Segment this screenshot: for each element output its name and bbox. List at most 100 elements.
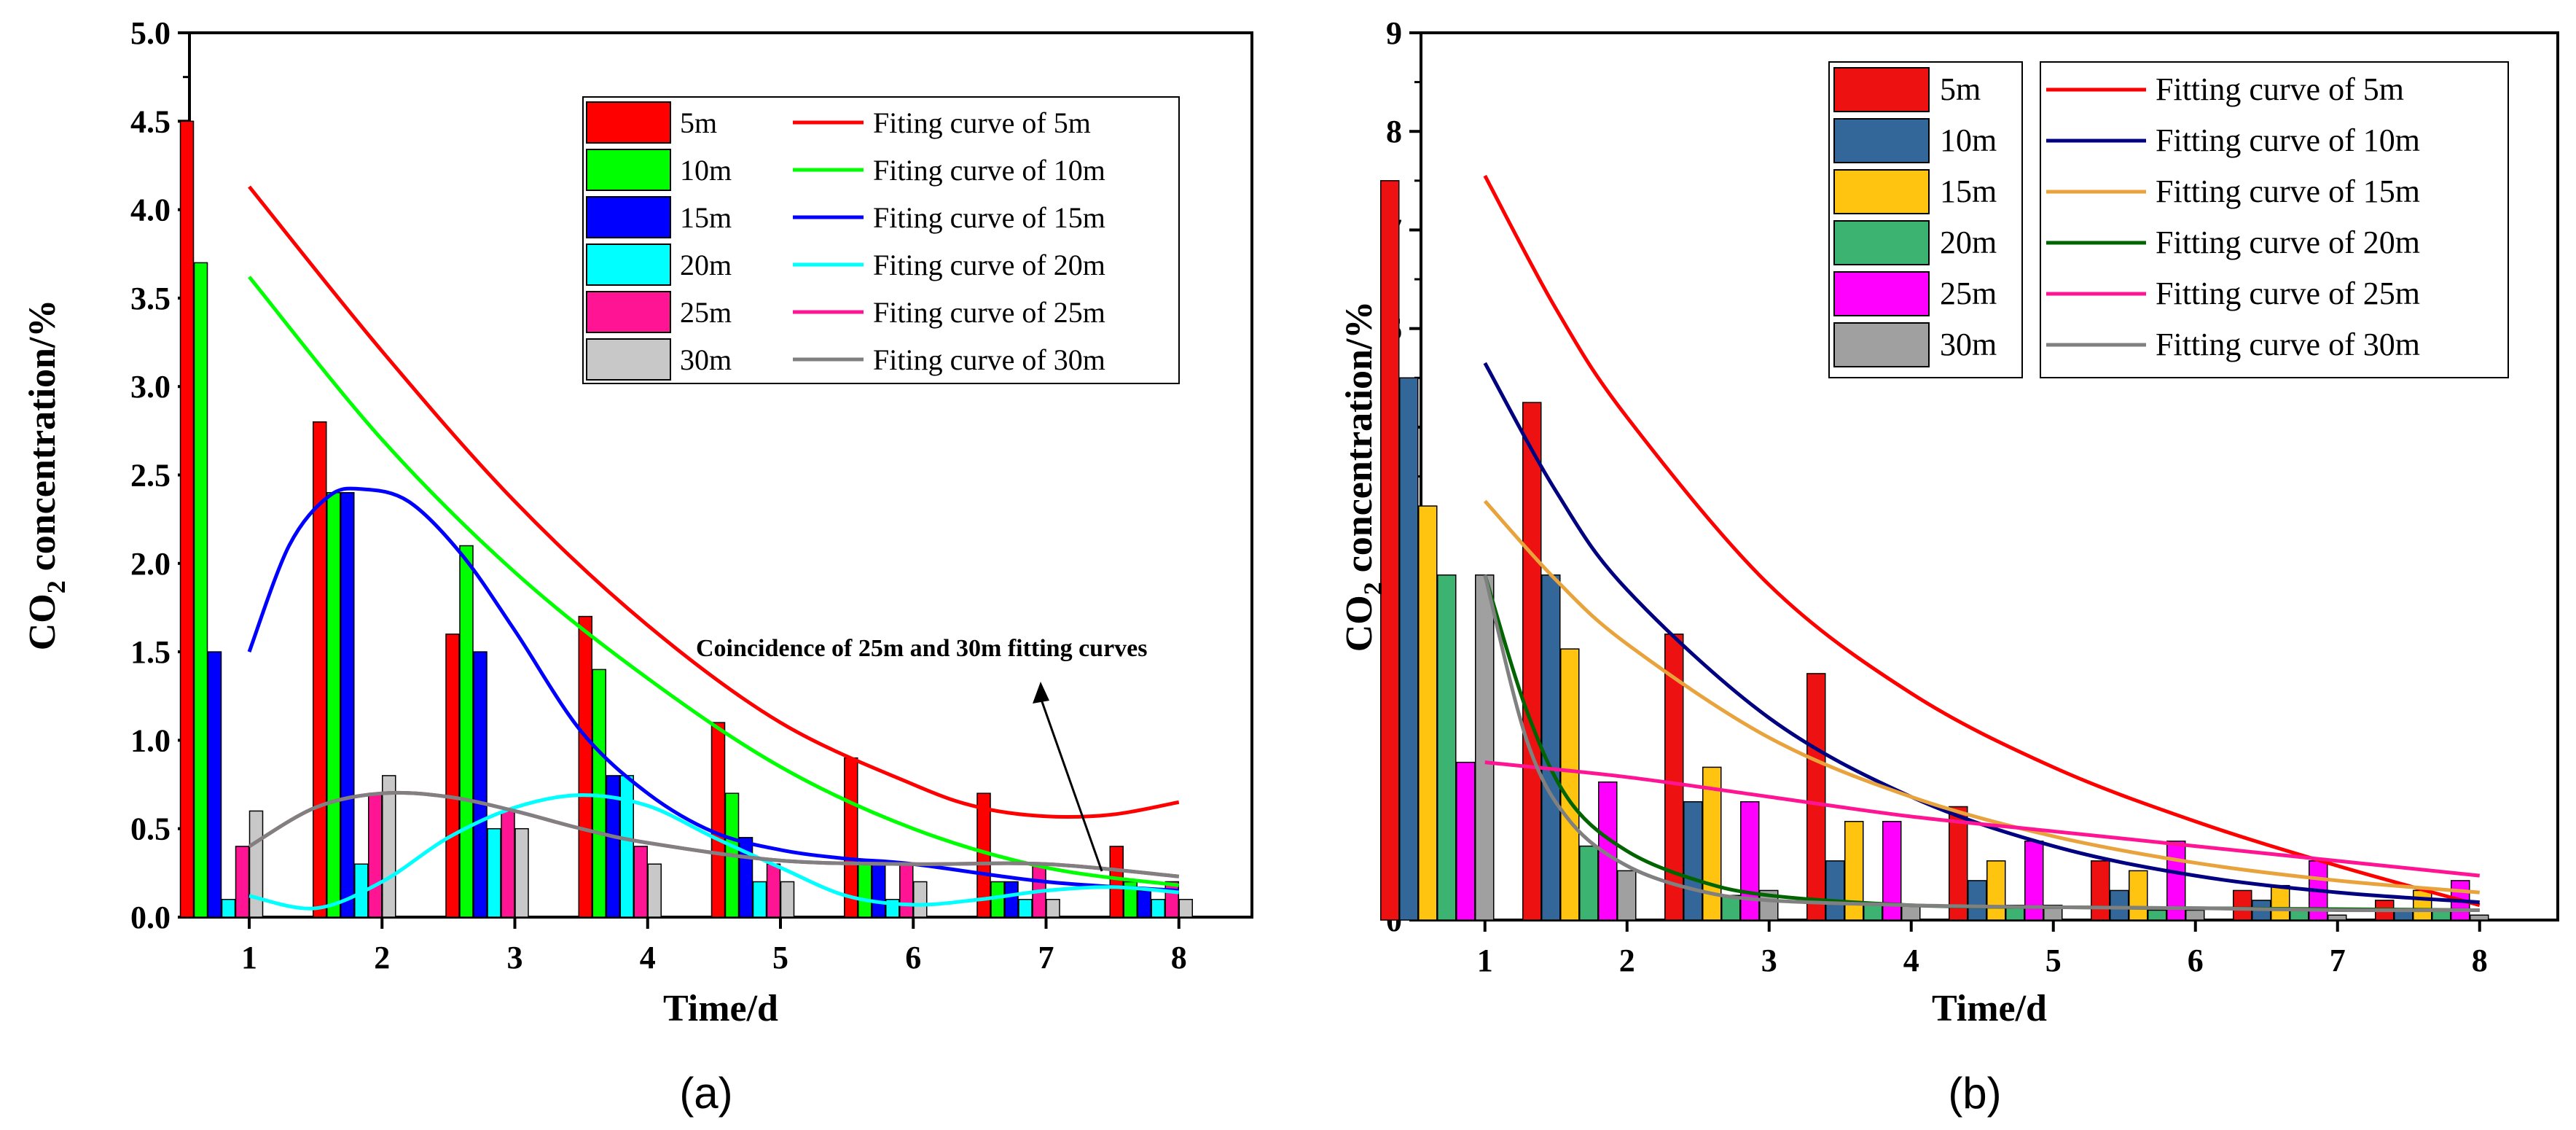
x-tick-label: 3 <box>507 940 523 975</box>
bar-25m <box>368 792 383 918</box>
bar-5m <box>179 120 195 918</box>
bar-5m <box>1806 673 1826 921</box>
bar-20m <box>1437 574 1457 921</box>
bar-30m <box>2328 914 2347 921</box>
legend-swatch <box>1833 220 1930 265</box>
bar-15m <box>1560 648 1580 921</box>
bar-30m <box>913 881 928 918</box>
bar-5m <box>1109 846 1124 918</box>
bar-30m <box>1901 904 1921 921</box>
legend-curve-label: Fitting curve of 25m <box>2156 276 2420 311</box>
curve-Fitting curve of 25m <box>1484 760 2481 878</box>
bar-20m <box>619 775 635 918</box>
y-tick-label: 2.0 <box>130 546 171 582</box>
x-tick-label: 2 <box>1619 943 1635 978</box>
legend-curve-label: Fiting curve of 5m <box>873 106 1091 139</box>
bar-20m <box>752 881 767 918</box>
y-tick-label: 0.5 <box>130 811 171 847</box>
legend-label: 20m <box>1940 225 1997 260</box>
bar-20m <box>1863 904 1883 921</box>
bar-5m <box>2233 889 2252 921</box>
x-tick-label: 2 <box>374 940 390 975</box>
bar-15m <box>1986 860 2006 921</box>
bar-25m <box>633 846 649 918</box>
y-axis-label: CO2 concentration/% <box>22 300 71 651</box>
bar-10m <box>193 262 208 918</box>
bar-15m <box>872 863 886 918</box>
legend-label: 5m <box>1940 71 1981 107</box>
bar-25m <box>501 810 515 918</box>
x-tick-label: 4 <box>640 940 656 975</box>
bar-10m <box>592 669 607 918</box>
y-tick-label: 2.5 <box>130 458 171 494</box>
bar-5m <box>844 757 858 918</box>
curve-Fitting curve of 30m <box>1483 574 2480 913</box>
bar-30m <box>382 775 396 918</box>
bar-10m <box>459 545 474 918</box>
bar-25m <box>1164 881 1180 918</box>
bar-10m <box>326 492 341 918</box>
bar-20m <box>2290 909 2309 921</box>
legend-label: 25m <box>1940 276 1997 311</box>
legend-curve-label: Fiting curve of 15m <box>873 201 1105 234</box>
bar-30m <box>647 863 662 918</box>
legend-swatch <box>586 338 671 381</box>
legend-curve-label: Fiting curve of 20m <box>873 249 1105 281</box>
legend-box <box>582 96 1180 384</box>
bar-15m <box>2271 884 2290 921</box>
bar-25m <box>766 863 781 918</box>
y-tick-label: 5.0 <box>130 15 171 51</box>
bar-20m <box>1018 898 1033 918</box>
legend-curve-label: Fitting curve of 30m <box>2156 327 2420 362</box>
bar-30m <box>514 827 529 918</box>
bar-5m <box>1949 806 1968 921</box>
panel-label: (b) <box>1948 1069 2001 1118</box>
legend-curve-label: Fiting curve of 10m <box>873 154 1105 187</box>
legend-curve-label: Fiting curve of 25m <box>873 296 1105 329</box>
x-tick-label: 5 <box>772 940 788 975</box>
bar-20m <box>1151 898 1166 918</box>
x-tick-label: 3 <box>1761 943 1777 978</box>
curve-Fiting curve of 5m <box>248 185 1180 819</box>
curve-Fiting curve of 10m <box>248 276 1180 887</box>
legend-label: 5m <box>680 106 717 139</box>
bar-30m <box>2185 909 2205 921</box>
legend-swatch <box>1833 118 1930 163</box>
y-tick-label: 0.0 <box>130 900 171 935</box>
x-tick-label: 1 <box>1477 943 1493 978</box>
y-tick-label: 3.5 <box>130 281 171 316</box>
bar-20m <box>1721 895 1741 921</box>
legend-label: 20m <box>680 249 732 281</box>
bar-25m <box>235 846 250 918</box>
legend-swatch <box>586 101 671 144</box>
x-tick-label: 1 <box>241 940 257 975</box>
y-tick-label: 9 <box>1386 15 1402 51</box>
bar-20m <box>1579 845 1599 921</box>
x-axis-label: Time/d <box>1932 988 2047 1029</box>
bar-25m <box>1456 761 1476 921</box>
legend-curve-label: Fitting curve of 15m <box>2156 174 2420 209</box>
x-tick-label: 8 <box>1171 940 1187 975</box>
bar-30m <box>1617 870 1637 921</box>
bar-10m <box>1683 800 1703 921</box>
curve-Fiting curve of 30m <box>248 790 1179 878</box>
legend-label: 30m <box>680 343 732 376</box>
x-tick-label: 7 <box>1038 940 1054 975</box>
bar-10m <box>1399 377 1419 921</box>
bar-10m <box>858 863 872 918</box>
legend-swatch <box>586 196 671 238</box>
legend-curve-label: Fitting curve of 20m <box>2156 225 2420 260</box>
bar-25m <box>1740 800 1760 921</box>
legend-label: 10m <box>1940 122 1997 158</box>
bar-15m <box>473 651 488 918</box>
bar-20m <box>2148 909 2167 921</box>
bar-5m <box>2091 860 2110 921</box>
legend-swatch <box>586 243 671 286</box>
legend-label: 15m <box>680 201 732 234</box>
bar-30m <box>248 810 264 918</box>
legend-curve-label: Fitting curve of 10m <box>2156 122 2420 158</box>
bar-15m <box>1137 889 1152 918</box>
bar-5m <box>578 615 593 918</box>
x-tick-label: 6 <box>2188 943 2204 978</box>
legend-curve-label: Fitting curve of 5m <box>2156 71 2404 107</box>
